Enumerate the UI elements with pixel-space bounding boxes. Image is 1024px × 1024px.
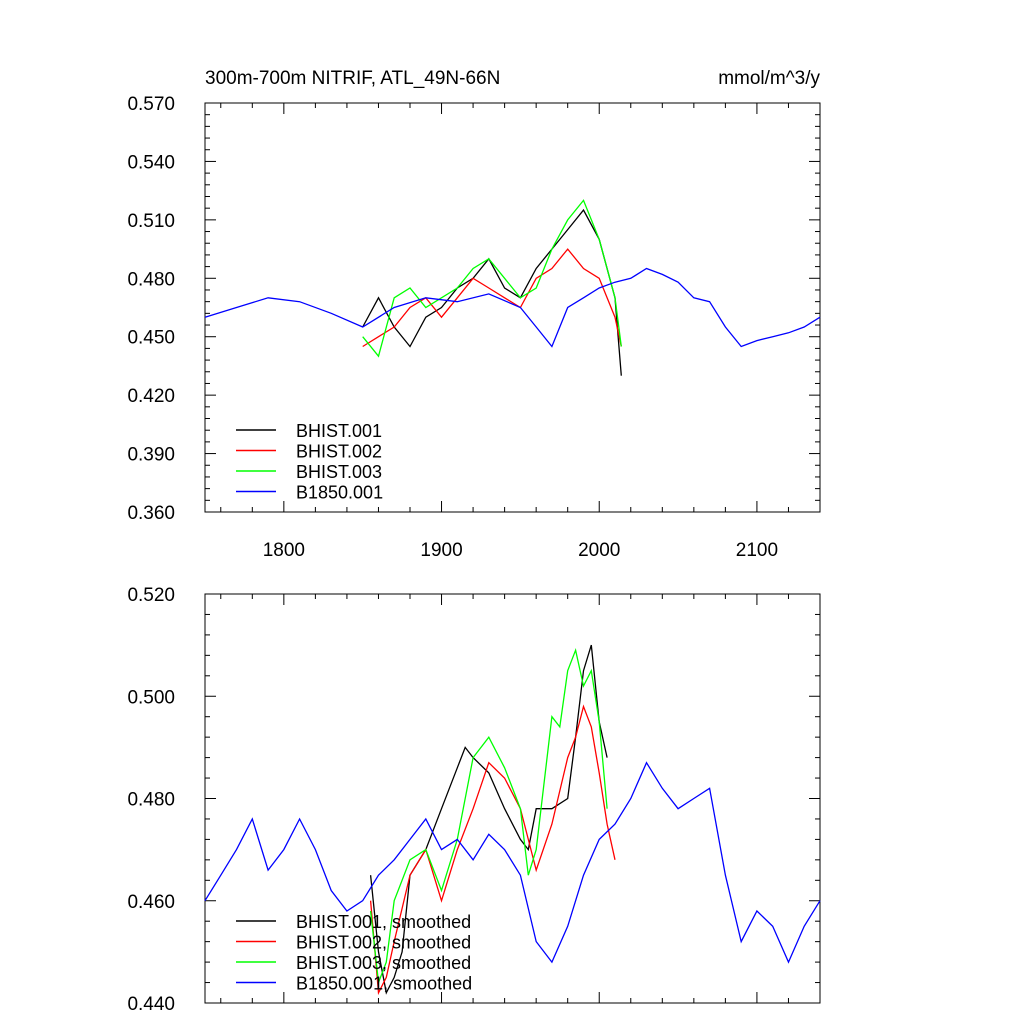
plot-frame xyxy=(204,102,821,513)
legend-label: B1850.001 xyxy=(296,483,383,503)
y-tick-label: 0.450 xyxy=(127,328,175,349)
y-tick-label: 0.420 xyxy=(127,386,175,407)
y-tick-label: 0.570 xyxy=(127,94,175,115)
y-tick-label: 0.390 xyxy=(127,445,175,466)
x-tick-label: 1800 xyxy=(263,540,305,561)
series-line-bhist-001 xyxy=(362,208,622,376)
legend-label: BHIST.002 xyxy=(296,442,382,462)
y-tick-label: 0.520 xyxy=(127,585,175,606)
y-tick-label: 0.480 xyxy=(127,790,175,811)
legend-label: BHIST.001 xyxy=(296,421,382,441)
bottom-plot-area: 0.440 0.460 0.480 0.500 0.520 xyxy=(127,585,821,1015)
chart-units: mmol/m^3/y xyxy=(718,68,820,89)
legend-label: BHIST.002, smoothed xyxy=(296,933,471,953)
legend-label: BHIST.001, smoothed xyxy=(296,912,471,932)
series-line-bhist-003 xyxy=(369,647,608,983)
series-line-bhist-002 xyxy=(362,248,622,348)
series-line-bhist-002 xyxy=(369,704,616,996)
y-tick-label: 0.510 xyxy=(127,211,175,232)
y-tick-label: 0.480 xyxy=(127,269,175,290)
chart-title: 300m-700m NITRIF, ATL_49N-66N xyxy=(205,68,500,89)
series-line-bhist-001 xyxy=(369,644,608,995)
y-tick-label: 0.440 xyxy=(127,994,175,1015)
series-line-b1850-001 xyxy=(204,761,821,964)
x-tick-label: 2100 xyxy=(736,540,778,561)
y-tick-label: 0.500 xyxy=(127,687,175,708)
top-chart: 300m-700m NITRIF, ATL_49N-66N mmol/m^3/y… xyxy=(127,68,821,561)
series-line-bhist-003 xyxy=(362,199,622,358)
legend-label: BHIST.003, smoothed xyxy=(296,953,471,973)
bottom-chart: 0.440 0.460 0.480 0.500 0.520 BHIST.001, smo… xyxy=(127,585,821,1015)
series-line-b1850-001 xyxy=(204,267,821,348)
legend-label: B1850.001, smoothed xyxy=(296,974,472,994)
top-plot-area: 0.360 0.390 0.420 0.450 0.480 0.510 0.540 0.570… xyxy=(127,94,821,561)
x-tick-label: 2000 xyxy=(578,540,620,561)
y-tick-label: 0.360 xyxy=(127,503,175,524)
legend-label: BHIST.003 xyxy=(296,462,382,482)
y-tick-label: 0.460 xyxy=(127,892,175,913)
x-tick-label: 1900 xyxy=(420,540,462,561)
y-tick-label: 0.540 xyxy=(127,152,175,173)
